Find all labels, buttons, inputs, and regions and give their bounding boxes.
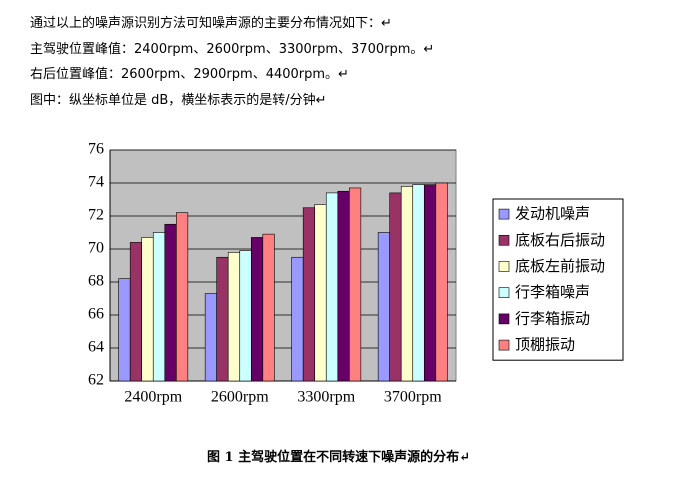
paragraph: 右后位置峰值：2600rpm、2900rpm、4400rpm。↵ (30, 67, 349, 82)
legend-swatch (498, 339, 510, 351)
x-tick-label: 2600rpm (211, 389, 269, 406)
legend-swatch (498, 261, 510, 272)
bar (216, 256, 229, 382)
y-tick-label: 66 (88, 306, 104, 323)
y-tick-label: 72 (88, 207, 104, 224)
x-tick-label: 3300rpm (297, 389, 355, 406)
x-tick-label: 2400rpm (124, 389, 182, 406)
legend-swatch (498, 287, 510, 299)
bar (389, 192, 402, 382)
bar (239, 250, 252, 382)
legend-swatch (498, 208, 510, 220)
bar (152, 232, 166, 382)
y-tick-label: 70 (88, 240, 104, 257)
legend-swatch (498, 313, 510, 325)
legend-box (492, 198, 624, 361)
bar (314, 204, 327, 382)
y-tick-label: 74 (88, 174, 104, 191)
paragraph: 图中：纵坐标单位是 dB，横坐标表示的是转/分钟↵ (30, 93, 327, 108)
bar (302, 207, 316, 382)
y-tick-label: 62 (88, 372, 104, 389)
paragraph: 通过以上的噪声源识别方法可知噪声源的主要分布情况如下：↵ (30, 16, 392, 31)
legend-label: 行李箱振动 (515, 309, 590, 327)
bar (400, 186, 414, 382)
legend-label: 顶棚振动 (515, 336, 575, 354)
legend-swatch (498, 235, 510, 246)
bar (250, 237, 264, 382)
bar (176, 212, 189, 382)
y-tick-label: 76 (88, 141, 104, 158)
bar (325, 192, 339, 382)
bar (227, 252, 241, 382)
chart: 62 64 66 68 70 72 74 76 2400rpm 2600rpm 3300rpm 370… (88, 141, 624, 406)
legend-label: 发动机噪声 (515, 205, 590, 223)
bar (423, 184, 437, 382)
bar (129, 242, 143, 382)
bar (412, 184, 425, 382)
bar (141, 237, 154, 382)
legend-label: 底板右后振动 (515, 231, 605, 249)
x-tick-label: 3700rpm (384, 389, 442, 406)
paragraph: 主驾驶位置峰值：2400rpm、2600rpm、3300rpm、3700rpm。… (30, 42, 435, 57)
bar (291, 256, 304, 382)
caption: 图 1 主驾驶位置在不同转速下噪声源的分布↵ (207, 450, 470, 465)
bar (337, 190, 350, 382)
y-tick-label: 68 (88, 273, 104, 290)
bar (435, 182, 448, 382)
bar (262, 233, 275, 382)
y-tick-label: 64 (88, 339, 104, 356)
bar (204, 293, 217, 382)
legend-label: 底板左前振动 (515, 257, 605, 275)
legend-label: 行李箱噪声 (515, 283, 590, 301)
bar (377, 232, 390, 382)
bar (349, 187, 362, 382)
bar (164, 223, 177, 382)
bar (118, 278, 131, 382)
